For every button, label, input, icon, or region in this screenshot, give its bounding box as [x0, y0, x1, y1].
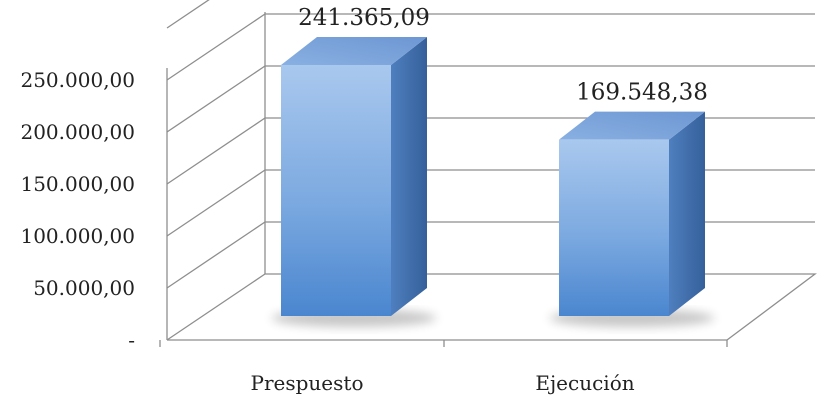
bar-side — [669, 111, 705, 317]
y-axis: - 50.000,00 100.000,00 150.000,00 200.000,00… — [20, 68, 135, 352]
gridline — [166, 13, 815, 81]
y-tick-label: 100.000,00 — [20, 224, 135, 248]
gridline — [166, 221, 815, 289]
bar-ejecuci-n — [549, 111, 715, 327]
bar-front — [281, 64, 391, 316]
gridline — [166, 117, 815, 185]
x-category-label: Prespuesto — [251, 371, 364, 395]
x-category-label: Ejecución — [535, 371, 634, 395]
y-tick-label: 50.000,00 — [33, 276, 135, 300]
gridlines — [159, 0, 817, 347]
y-tick-label: 200.000,00 — [20, 120, 135, 144]
gridline — [166, 0, 210, 29]
y-tick-label: 150.000,00 — [20, 172, 135, 196]
bar-top — [559, 111, 705, 140]
y-tick-label: - — [128, 328, 135, 352]
labels: 241.365,09 Prespuesto 169.548,38 Ejecución — [251, 5, 708, 395]
y-tick-label: 250.000,00 — [20, 68, 135, 92]
data-label: 241.365,09 — [298, 5, 430, 31]
floor-outline — [166, 273, 817, 341]
gridline — [166, 169, 815, 237]
bar-side — [391, 36, 427, 316]
bar-top — [281, 36, 427, 65]
gridline — [166, 65, 815, 133]
bar-front — [559, 139, 669, 316]
data-label: 169.548,38 — [576, 80, 708, 106]
bar-prespuesto — [271, 36, 437, 327]
bars — [271, 36, 715, 327]
